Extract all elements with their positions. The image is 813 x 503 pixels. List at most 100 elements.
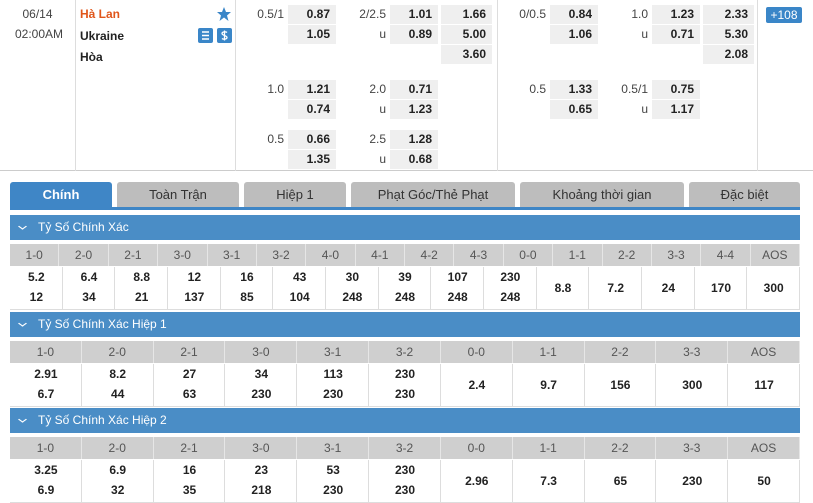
odds-value[interactable]: 5.2	[27, 270, 45, 284]
odds-icon[interactable]	[217, 28, 232, 43]
odds-value[interactable]: 1.21	[288, 80, 336, 99]
score-cell[interactable]	[369, 364, 441, 407]
odds-value[interactable]: 3.60	[441, 45, 492, 64]
odds-value[interactable]: 117	[754, 378, 774, 392]
score-cell[interactable]	[536, 267, 590, 310]
odds-value[interactable]: 32	[111, 483, 125, 497]
score-cell[interactable]	[431, 267, 484, 310]
odds-value[interactable]: 35	[182, 483, 197, 497]
odds-value[interactable]: 0.71	[390, 80, 438, 99]
odds-value[interactable]: 50	[757, 474, 771, 488]
odds-value[interactable]: 248	[394, 290, 415, 304]
odds-value[interactable]: 218	[251, 483, 272, 497]
odds-value[interactable]: 0.66	[288, 130, 336, 149]
odds-value[interactable]: 6.9	[37, 483, 55, 497]
score-cell[interactable]	[512, 364, 585, 407]
odds-value[interactable]: 7.2	[607, 281, 624, 295]
odds-value[interactable]: 23	[254, 463, 269, 477]
odds-value[interactable]: 85	[240, 290, 254, 304]
odds-value[interactable]: 300	[682, 378, 703, 392]
odds-value[interactable]: 1.06	[550, 25, 598, 44]
tab[interactable]: Toàn Trận	[117, 182, 239, 207]
tab[interactable]: Hiệp 1	[244, 182, 346, 207]
score-cell[interactable]	[10, 364, 82, 407]
score-cell[interactable]	[297, 364, 370, 407]
odds-value[interactable]: 44	[111, 387, 125, 401]
odds-value[interactable]: 5.00	[441, 25, 492, 44]
section-header[interactable]: Tỷ Số Chính Xác Hiệp 2	[10, 408, 800, 433]
odds-value[interactable]: 2.96	[465, 474, 489, 488]
odds-value[interactable]: 34	[82, 290, 96, 304]
stats-icon[interactable]	[198, 28, 213, 43]
score-cell[interactable]	[747, 267, 800, 310]
odds-value[interactable]: 248	[342, 290, 363, 304]
score-cell[interactable]	[484, 267, 537, 310]
odds-value[interactable]: 39	[398, 270, 412, 284]
score-cell[interactable]	[10, 267, 63, 310]
odds-value[interactable]: 65	[613, 474, 628, 488]
odds-value[interactable]: 137	[184, 290, 205, 304]
odds-value[interactable]: 230	[682, 474, 703, 488]
odds-value[interactable]: 0.71	[652, 25, 700, 44]
odds-value[interactable]: 3.25	[34, 463, 58, 477]
odds-value[interactable]: 107	[447, 270, 468, 284]
more-bets[interactable]: +108	[766, 7, 802, 23]
odds-value[interactable]: 0.84	[550, 5, 598, 24]
score-cell[interactable]	[694, 267, 748, 310]
odds-value[interactable]: 43	[292, 270, 307, 284]
odds-value[interactable]: 12	[29, 290, 43, 304]
score-cell[interactable]	[378, 267, 432, 310]
odds-value[interactable]: 230	[323, 387, 344, 401]
odds-value[interactable]: 0.65	[550, 100, 598, 119]
odds-value[interactable]: 230	[500, 270, 521, 284]
odds-value[interactable]: 1.17	[652, 100, 700, 119]
odds-value[interactable]: 0.89	[390, 25, 438, 44]
odds-value[interactable]: 8.2	[109, 367, 127, 381]
odds-value[interactable]: 0.75	[652, 80, 700, 99]
score-cell[interactable]	[225, 364, 298, 407]
odds-value[interactable]: 248	[447, 290, 468, 304]
score-cell[interactable]	[62, 267, 116, 310]
odds-value[interactable]: 8.8	[554, 281, 572, 295]
odds-value[interactable]: 24	[661, 281, 675, 295]
score-cell[interactable]	[326, 267, 379, 310]
odds-value[interactable]: 2.4	[468, 378, 486, 392]
odds-value[interactable]: 16	[182, 463, 197, 477]
odds-value[interactable]: 30	[345, 270, 359, 284]
odds-value[interactable]: 230	[394, 387, 415, 401]
odds-value[interactable]: 230	[394, 463, 415, 477]
odds-value[interactable]: 7.3	[540, 474, 557, 488]
section-header[interactable]: Tỷ Số Chính Xác Hiệp 1	[10, 312, 800, 337]
odds-value[interactable]: 113	[323, 367, 343, 381]
odds-value[interactable]: 53	[326, 463, 340, 477]
odds-value[interactable]: 6.9	[109, 463, 127, 477]
odds-value[interactable]: 1.35	[288, 150, 336, 169]
tab[interactable]: Đặc biệt	[689, 182, 800, 207]
odds-value[interactable]: 12	[187, 270, 201, 284]
odds-value[interactable]: 6.7	[37, 387, 55, 401]
section-header[interactable]: Tỷ Số Chính Xác	[10, 215, 800, 240]
odds-value[interactable]: 21	[134, 290, 149, 304]
odds-value[interactable]: 63	[182, 387, 197, 401]
odds-value[interactable]: 1.33	[550, 80, 598, 99]
odds-value[interactable]: 300	[763, 281, 784, 295]
odds-value[interactable]: 1.05	[288, 25, 336, 44]
score-cell[interactable]	[656, 364, 729, 407]
score-cell[interactable]	[220, 267, 274, 310]
odds-value[interactable]: 230	[394, 367, 415, 381]
odds-value[interactable]: 34	[254, 367, 269, 381]
odds-value[interactable]: 0.74	[288, 100, 336, 119]
odds-value[interactable]: 1.23	[390, 100, 438, 119]
score-cell[interactable]	[168, 267, 221, 310]
score-cell[interactable]	[728, 364, 800, 407]
odds-value[interactable]: 1.28	[390, 130, 438, 149]
odds-value[interactable]: 230	[323, 483, 344, 497]
score-cell[interactable]	[273, 267, 326, 310]
odds-value[interactable]: 156	[610, 378, 631, 392]
score-cell[interactable]	[584, 364, 657, 407]
odds-value[interactable]: 9.7	[540, 378, 557, 392]
odds-value[interactable]: 2.91	[34, 367, 58, 381]
tab[interactable]: Chính	[10, 182, 112, 207]
odds-value[interactable]: 1.23	[652, 5, 700, 24]
odds-value[interactable]: 5.30	[703, 25, 754, 44]
